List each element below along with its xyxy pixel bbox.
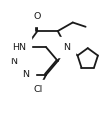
- Text: N: N: [22, 70, 29, 79]
- Text: N: N: [63, 43, 70, 52]
- Text: N: N: [10, 56, 17, 66]
- Text: HN: HN: [12, 43, 26, 52]
- Text: O: O: [34, 12, 41, 21]
- Text: Cl: Cl: [34, 85, 43, 94]
